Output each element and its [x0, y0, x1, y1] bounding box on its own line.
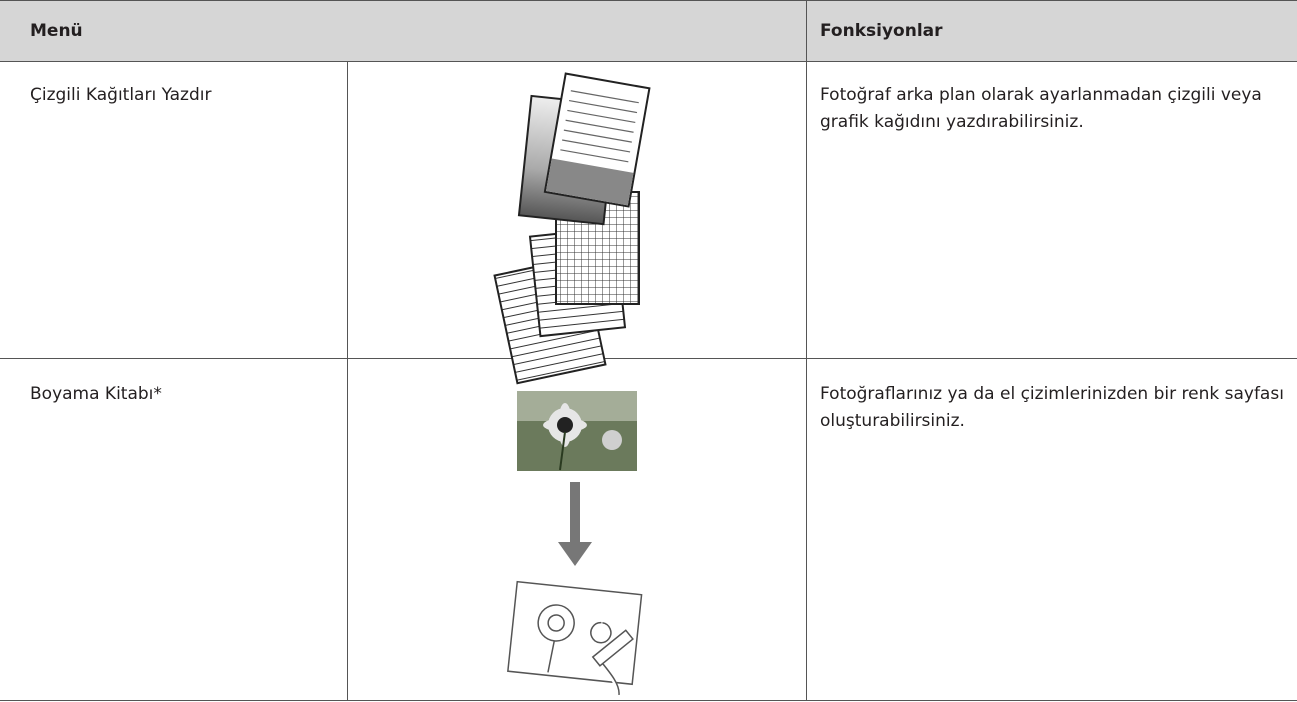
- divider: [806, 62, 807, 701]
- function-cell: Fotoğraflarınız ya da el çizimlerinizden…: [820, 384, 1284, 431]
- paper-illustration: [493, 72, 651, 385]
- divider: [806, 0, 807, 62]
- header-cell: Menü: [30, 21, 83, 41]
- menu-cell: Çizgili Kağıtları Yazdır: [30, 85, 212, 105]
- header-row: [0, 0, 1297, 62]
- header-cell: Fonksiyonlar: [820, 21, 943, 41]
- coloring-illustration: [507, 391, 643, 696]
- menu-cell: Boyama Kitabı*: [30, 384, 162, 404]
- divider: [0, 700, 1297, 701]
- divider: [347, 62, 348, 701]
- function-cell: Fotoğraf arka plan olarak ayarlanmadan ç…: [820, 85, 1262, 132]
- divider: [0, 358, 1297, 359]
